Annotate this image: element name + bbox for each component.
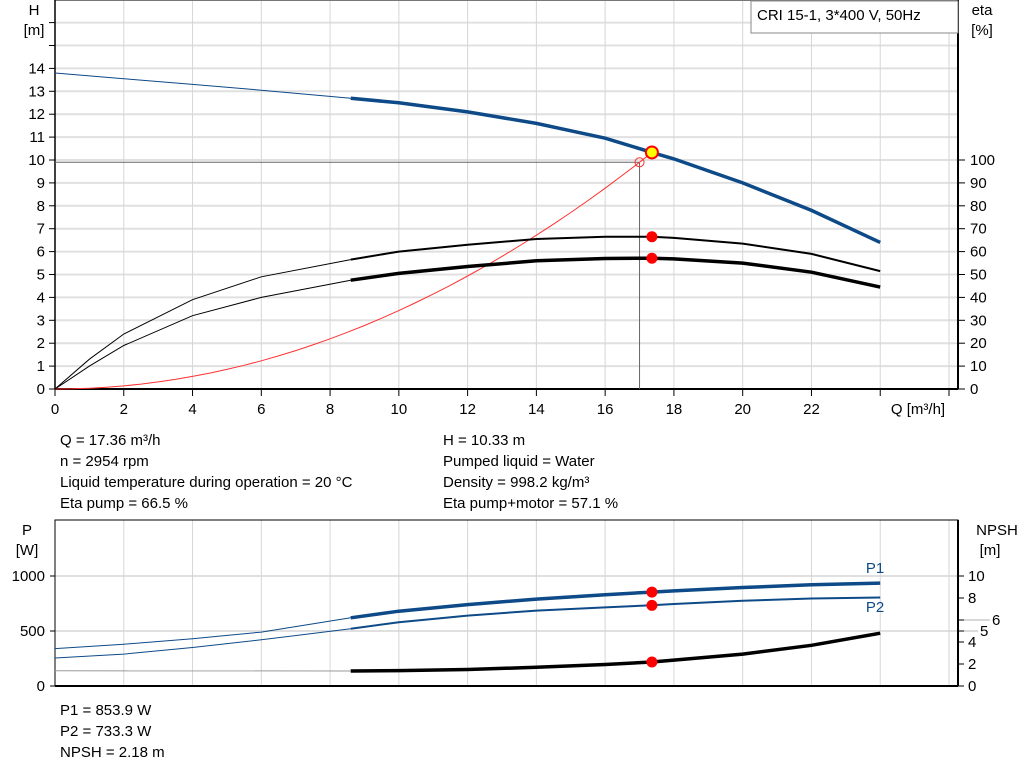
info-h: H = 10.33 m <box>443 432 526 449</box>
x-tick-label: 22 <box>803 401 820 418</box>
info-liquid: Pumped liquid = Water <box>443 453 595 470</box>
y2-tick-label: 5 <box>980 623 988 640</box>
eta_pump_motor-curve <box>350 256 881 289</box>
info-n: n = 2954 rpm <box>60 453 149 470</box>
x-tick-label: 14 <box>528 401 545 418</box>
H-curve-thin <box>54 72 351 99</box>
p2-series-label: P2 <box>866 599 884 616</box>
y2-tick-label: 6 <box>992 612 1000 629</box>
operating-point-marker <box>644 145 659 160</box>
info-right: H = 10.33 m Pumped liquid = Water Densit… <box>443 430 618 514</box>
y2-tick-label: 10 <box>970 358 987 375</box>
y-tick-label: 500 <box>20 623 45 640</box>
y-tick-label: 4 <box>37 289 45 306</box>
y2-tick-label: 10 <box>968 568 985 585</box>
y-axis-label: P <box>22 522 32 539</box>
x-tick-label: 2 <box>120 401 128 418</box>
duty-point-marker <box>634 157 645 168</box>
P1-curve <box>350 581 881 620</box>
y-tick-label: 2 <box>37 335 45 352</box>
eta_pump-curve <box>350 235 881 273</box>
p2-op-marker <box>646 599 658 611</box>
y2-tick-label: 0 <box>970 381 978 398</box>
y2-tick-label: 20 <box>970 335 987 352</box>
eta_pump_motor-curve-thin <box>54 279 351 390</box>
y-tick-label: 1 <box>37 358 45 375</box>
info-left: Q = 17.36 m³/h n = 2954 rpm Liquid tempe… <box>60 430 352 514</box>
info-p2: P2 = 733.3 W <box>60 723 152 740</box>
y-tick-label: 3 <box>37 312 45 329</box>
y-tick-label: 13 <box>28 83 45 100</box>
title-box <box>750 0 959 34</box>
x-tick-label: 18 <box>666 401 683 418</box>
y-tick-label: 7 <box>37 221 45 238</box>
y2-tick-label: 80 <box>970 198 987 215</box>
info-p1: P1 = 853.9 W <box>60 702 152 719</box>
x-tick-label: 16 <box>597 401 614 418</box>
y-axis-unit: [W] <box>16 542 39 559</box>
y2-tick-label: 30 <box>970 312 987 329</box>
x-tick-label: 10 <box>391 401 408 418</box>
y2-axis-unit: [m] <box>980 542 1001 559</box>
P2-curve-thin <box>54 628 351 659</box>
y-tick-label: 5 <box>37 267 45 284</box>
y2-tick-label: 40 <box>970 289 987 306</box>
x-tick-label: 8 <box>326 401 334 418</box>
y2-tick-label: 4 <box>968 634 976 651</box>
y-tick-label: 12 <box>28 106 45 123</box>
P2-curve <box>350 596 881 630</box>
info-npsh: NPSH = 2.18 m <box>60 744 165 761</box>
info-bottom: P1 = 853.9 W P2 = 733.3 W NPSH = 2.18 m <box>60 700 165 763</box>
y-tick-label: 1000 <box>12 568 45 585</box>
y2-tick-label: 60 <box>970 244 987 261</box>
eta_pump-curve-thin <box>54 259 351 390</box>
x-axis-label: Q [m³/h] <box>891 401 945 418</box>
y-axis-unit: [m] <box>24 22 45 39</box>
y2-axis-unit: [%] <box>971 22 993 39</box>
y-tick-label: 6 <box>37 244 45 261</box>
y-tick-label: 14 <box>28 60 45 77</box>
y2-tick-label: 0 <box>968 678 976 695</box>
system-curve <box>54 152 653 390</box>
y-tick-label: 8 <box>37 198 45 215</box>
p1-series-label: P1 <box>866 560 884 577</box>
y2-tick-label: 50 <box>970 267 987 284</box>
p1-op-marker <box>646 586 658 598</box>
info-eta-pump: Eta pump = 66.5 % <box>60 495 188 512</box>
y-tick-label: 0 <box>37 678 45 695</box>
y2-tick-label: 100 <box>970 152 995 169</box>
info-eta-total: Eta pump+motor = 57.1 % <box>443 495 619 512</box>
eta-pump-op-marker <box>646 231 658 243</box>
NPSH-curve <box>350 631 881 673</box>
P1-curve-thin <box>54 617 351 650</box>
y-axis-label: H <box>29 2 40 19</box>
y2-axis-label: eta <box>972 2 994 19</box>
x-tick-label: 6 <box>257 401 265 418</box>
y-tick-label: 0 <box>37 381 45 398</box>
npsh-op-marker <box>646 656 658 668</box>
y-tick-label: 11 <box>29 129 45 146</box>
y-tick-label: 10 <box>28 152 45 169</box>
y2-tick-label: 2 <box>968 656 976 673</box>
x-tick-label: 12 <box>459 401 476 418</box>
info-temp: Liquid temperature during operation = 20… <box>60 474 353 491</box>
x-tick-label: 0 <box>51 401 59 418</box>
head-efficiency-chart: 0123456789101112131401020304050607080901… <box>24 0 995 418</box>
y2-axis-label: NPSH <box>976 522 1018 539</box>
info-q: Q = 17.36 m³/h <box>60 432 161 449</box>
x-tick-label: 20 <box>734 401 751 418</box>
eta-total-op-marker <box>646 252 658 264</box>
y2-tick-label: 90 <box>970 175 987 192</box>
x-tick-label: 4 <box>188 401 196 418</box>
chart-title: CRI 15-1, 3*400 V, 50Hz <box>757 7 921 24</box>
info-density: Density = 998.2 kg/m³ <box>443 474 590 491</box>
y-tick-label: 9 <box>37 175 45 192</box>
y2-tick-label: 8 <box>968 590 976 607</box>
y2-tick-label: 70 <box>970 221 987 238</box>
H-curve <box>350 96 881 244</box>
